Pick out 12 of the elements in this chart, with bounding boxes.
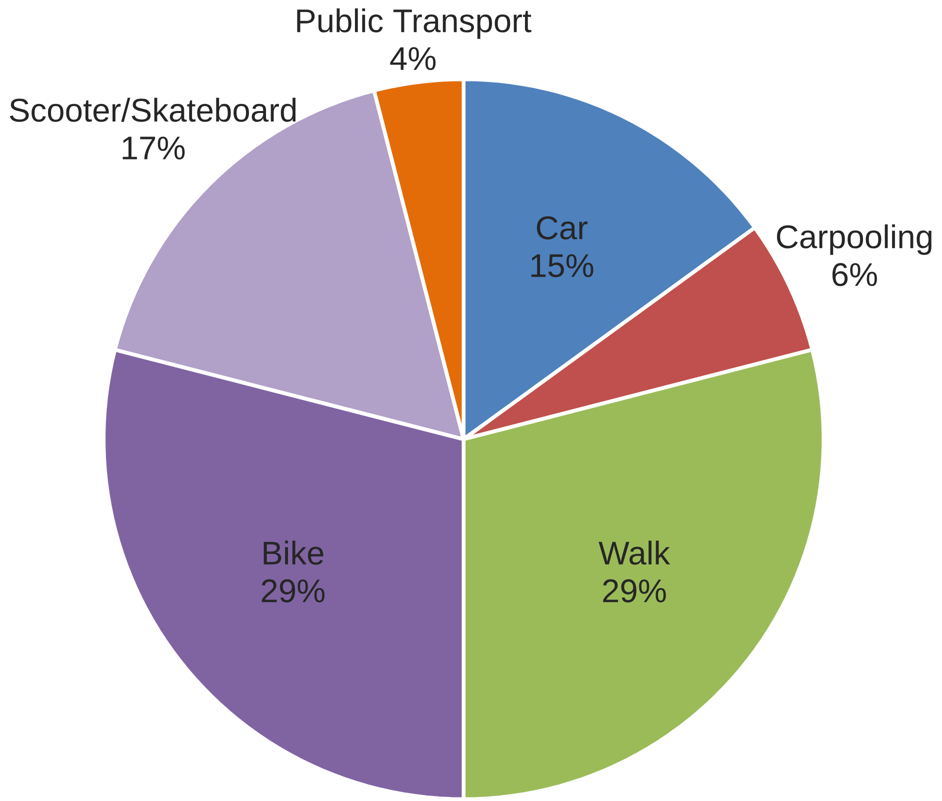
slice-label: Scooter/Skateboard <box>10 98 296 122</box>
data-label: 17% <box>122 136 185 160</box>
slice-label: Car <box>536 216 588 240</box>
data-label: 29% <box>603 579 666 602</box>
data-label: 4% <box>390 47 436 70</box>
slice-label: Bike <box>264 540 324 565</box>
data-label: 29% <box>262 579 325 602</box>
data-label: 6% <box>832 262 877 286</box>
data-label: 15% <box>531 254 594 278</box>
slice-label: Carpooling <box>776 224 932 255</box>
slice-label: Public Transport <box>297 8 532 39</box>
slice-label: Walk <box>598 540 670 565</box>
